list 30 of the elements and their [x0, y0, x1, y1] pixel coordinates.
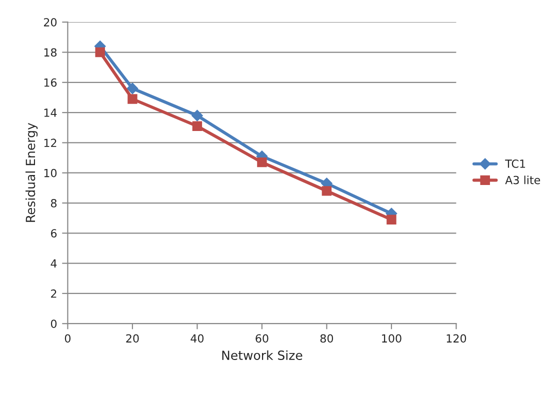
point — [386, 214, 396, 224]
y-tick-label: 16 — [44, 78, 57, 87]
x-tick-label: 40 — [190, 334, 204, 343]
point — [192, 110, 203, 122]
x-tick-label: 80 — [320, 334, 334, 343]
legend-label: TC1 — [505, 160, 526, 168]
point — [128, 94, 138, 104]
point — [126, 82, 138, 94]
y-tick-label: 14 — [44, 108, 57, 117]
point — [322, 186, 332, 196]
legend-label: A3 lite — [505, 176, 540, 184]
y-tick-label: 12 — [44, 138, 56, 147]
y-tick-label: 8 — [50, 198, 57, 208]
y-tick-label: 6 — [51, 229, 57, 238]
y-tick-label: 20 — [44, 18, 57, 26]
y-axis-title: Residual Energy — [26, 122, 38, 222]
point — [95, 47, 105, 58]
y-tick-label: 2 — [51, 289, 56, 298]
y-tick-label: 18 — [44, 48, 57, 57]
x-tick-label: 0 — [64, 334, 71, 343]
y-tick-label: 10 — [44, 168, 57, 178]
y-tick-label: 4 — [50, 259, 57, 268]
x-tick-label: 100 — [382, 334, 402, 343]
x-axis-title: Network Size — [222, 350, 302, 360]
x-tick-label: 120 — [446, 334, 466, 343]
x-tick-label: 20 — [126, 334, 139, 343]
point — [257, 157, 267, 168]
x-tick-label: 60 — [256, 334, 268, 343]
point — [192, 121, 202, 131]
y-tick-label: 0 — [50, 320, 57, 328]
